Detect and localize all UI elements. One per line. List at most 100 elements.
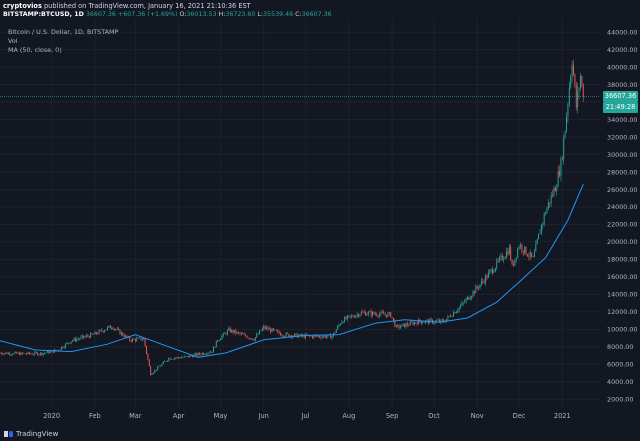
candle [312,336,314,338]
candle [93,334,94,335]
candle [288,333,290,337]
candle [519,244,521,247]
candle [547,202,549,208]
candle [88,336,90,338]
candle [282,335,284,337]
candle [24,353,26,354]
candle [550,195,552,204]
candle [455,311,457,314]
candle [166,360,168,362]
tradingview-logo[interactable]: TradingView [4,430,58,438]
candle [393,318,394,321]
candle [451,316,453,317]
candle [134,339,136,341]
candle [245,334,247,337]
candle [63,347,65,348]
candle [113,329,115,330]
legend-ma[interactable]: MA (50, close, 0) [8,46,62,54]
candle [478,287,480,289]
candle [293,333,295,336]
candle [31,353,33,355]
candle [506,251,507,258]
candle [581,75,583,85]
candle [413,322,415,325]
candle [86,335,87,337]
author-name[interactable]: cryptovios [3,2,42,10]
candle [123,335,125,338]
candle [497,260,499,262]
candle [247,337,249,339]
chart-grid [0,19,600,408]
candle [253,339,255,341]
y-tick-label: 10000.00 [607,326,638,334]
candle [567,103,569,117]
candle [217,340,219,342]
candle [379,314,381,317]
candle [267,327,269,330]
candle [492,269,494,273]
high-value: 36723.60 [225,11,256,18]
candle [239,332,241,334]
candle [494,268,496,272]
candle [546,207,548,214]
candle [169,358,171,360]
legend-title: Bitcoin / U.S. Dollar, 1D, BITSTAMP [8,28,119,36]
candle [426,319,428,321]
candle [74,338,76,342]
candle [404,323,406,328]
candle [314,335,316,337]
candle [87,335,89,337]
candle [45,352,47,354]
candle [208,352,210,354]
candle [129,336,131,341]
candle [330,334,332,339]
candle [398,325,400,328]
candle [187,355,189,358]
candle [289,335,291,337]
candle [206,354,207,355]
candle [120,332,122,335]
candle [486,275,488,278]
candle [222,333,224,336]
candle [173,358,175,360]
candle [155,369,157,371]
candle [319,336,321,338]
candle [366,314,368,316]
x-tick-label: Sep [386,412,398,420]
candle [182,357,184,358]
candle [81,335,83,337]
candle [303,335,305,338]
candle [345,317,347,320]
ohlc-line: BITSTAMP:BTCUSD, 1D 36607.36 +607.36 (+1… [3,11,332,18]
y-tick-label: 28000.00 [607,168,638,176]
price-chart[interactable]: 44000.0042000.0040000.0038000.0036000.00… [0,19,640,428]
y-tick-label: 2000.00 [607,396,633,404]
legend-vol[interactable]: Vol [8,37,18,45]
candle [399,326,401,328]
candle [77,338,79,340]
y-tick-label: 44000.00 [607,28,638,36]
candle [21,352,23,354]
candle [577,91,579,108]
candle [228,328,230,331]
candle [387,313,389,317]
ma-line [0,184,584,358]
candle [363,312,365,313]
candle [499,257,501,261]
candle [349,315,351,317]
candle [116,328,118,330]
candle [310,335,312,337]
candle [493,271,495,273]
candle [381,311,383,313]
candle [386,314,387,317]
candle [507,251,509,255]
candle [573,65,574,75]
y-tick-label: 18000.00 [607,256,638,264]
candle [275,329,277,331]
x-tick-label: May [214,412,228,420]
candle [76,339,78,342]
candle [196,353,198,356]
candle [270,328,272,332]
candle [256,334,258,338]
candle [539,233,541,234]
